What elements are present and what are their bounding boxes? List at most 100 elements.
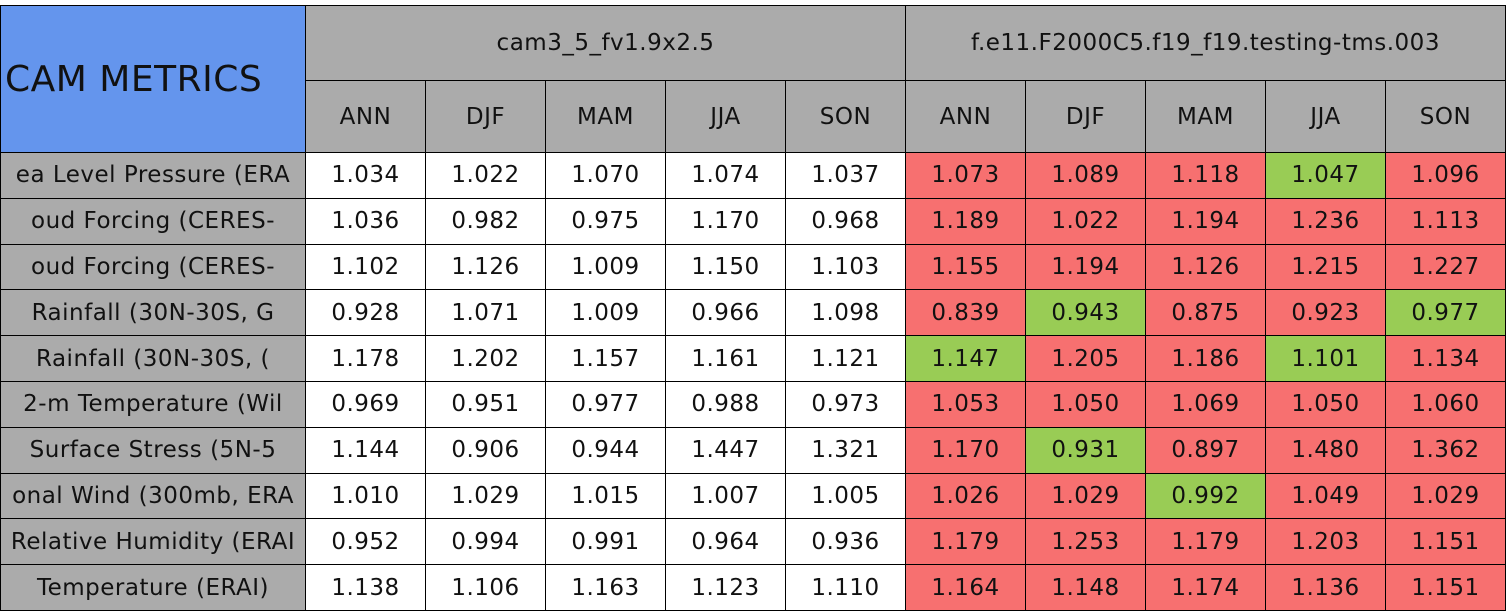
metric-value: 1.121	[785, 335, 906, 382]
metric-value: 1.026	[905, 472, 1026, 520]
group-header: f.e11.F2000C5.f19_f19.testing-tms.003	[905, 5, 1506, 81]
metric-value: 0.975	[545, 197, 666, 245]
season-header: MAM	[1145, 80, 1266, 153]
metric-value: 0.988	[665, 381, 786, 428]
metric-value: 1.170	[905, 426, 1026, 474]
metric-value: 1.010	[305, 472, 426, 520]
metric-value: 1.096	[1385, 152, 1506, 199]
metric-value: 1.009	[545, 243, 666, 291]
row-label: onal Wind (300mb, ERA	[0, 472, 306, 520]
metric-value: 1.194	[1145, 197, 1266, 245]
season-header: SON	[785, 80, 906, 153]
metric-value: 1.102	[305, 243, 426, 291]
metric-value: 1.170	[665, 197, 786, 245]
metric-value: 1.074	[665, 152, 786, 199]
metric-value: 1.126	[1145, 243, 1266, 291]
metric-value: 0.944	[545, 426, 666, 474]
row-label: Rainfall (30N-30S, (	[0, 335, 306, 382]
metric-value: 0.897	[1145, 426, 1266, 474]
row-label: Rainfall (30N-30S, G	[0, 289, 306, 337]
metric-value: 1.060	[1385, 381, 1506, 428]
metric-value: 1.047	[1265, 152, 1386, 199]
table-title: CAM METRICS	[0, 5, 306, 153]
metric-value: 1.118	[1145, 152, 1266, 199]
metric-value: 1.110	[785, 564, 906, 611]
metric-value: 1.103	[785, 243, 906, 291]
season-header: ANN	[305, 80, 426, 153]
metric-value: 0.973	[785, 381, 906, 428]
metric-value: 1.053	[905, 381, 1026, 428]
metric-value: 1.022	[425, 152, 546, 199]
metric-value: 1.144	[305, 426, 426, 474]
metric-value: 0.982	[425, 197, 546, 245]
metric-value: 1.123	[665, 564, 786, 611]
metric-value: 1.151	[1385, 518, 1506, 566]
row-label: Surface Stress (5N-5	[0, 426, 306, 474]
metric-value: 0.839	[905, 289, 1026, 337]
metric-value: 1.007	[665, 472, 786, 520]
metric-value: 1.073	[905, 152, 1026, 199]
metric-value: 1.480	[1265, 426, 1386, 474]
metric-value: 1.157	[545, 335, 666, 382]
metric-value: 0.977	[1385, 289, 1506, 337]
metric-value: 1.151	[1385, 564, 1506, 611]
metric-value: 0.943	[1025, 289, 1146, 337]
metric-value: 0.923	[1265, 289, 1386, 337]
metric-value: 1.161	[665, 335, 786, 382]
metric-value: 1.202	[425, 335, 546, 382]
metric-value: 0.928	[305, 289, 426, 337]
metric-value: 0.968	[785, 197, 906, 245]
season-header: DJF	[425, 80, 546, 153]
metric-value: 1.150	[665, 243, 786, 291]
metric-value: 1.178	[305, 335, 426, 382]
metric-value: 1.005	[785, 472, 906, 520]
metric-value: 1.134	[1385, 335, 1506, 382]
metric-value: 1.029	[1385, 472, 1506, 520]
metric-value: 0.991	[545, 518, 666, 566]
metric-value: 1.205	[1025, 335, 1146, 382]
metric-value: 0.951	[425, 381, 546, 428]
season-header: JJA	[665, 80, 786, 153]
row-label: Temperature (ERAI)	[0, 564, 306, 611]
metric-value: 1.009	[545, 289, 666, 337]
metric-value: 1.089	[1025, 152, 1146, 199]
metric-value: 1.362	[1385, 426, 1506, 474]
row-label: oud Forcing (CERES-	[0, 197, 306, 245]
season-header: JJA	[1265, 80, 1386, 153]
metric-value: 0.952	[305, 518, 426, 566]
metric-value: 1.174	[1145, 564, 1266, 611]
metric-value: 0.992	[1145, 472, 1266, 520]
metric-value: 0.906	[425, 426, 546, 474]
metric-value: 1.194	[1025, 243, 1146, 291]
metric-value: 1.022	[1025, 197, 1146, 245]
metric-value: 1.203	[1265, 518, 1386, 566]
metric-value: 1.126	[425, 243, 546, 291]
row-label: Relative Humidity (ERAI	[0, 518, 306, 566]
metric-value: 1.034	[305, 152, 426, 199]
metric-value: 0.875	[1145, 289, 1266, 337]
metric-value: 1.253	[1025, 518, 1146, 566]
metric-value: 1.070	[545, 152, 666, 199]
metric-value: 1.179	[905, 518, 1026, 566]
metric-value: 1.113	[1385, 197, 1506, 245]
metric-value: 1.321	[785, 426, 906, 474]
row-label: 2-m Temperature (Wil	[0, 381, 306, 428]
metric-value: 1.227	[1385, 243, 1506, 291]
metric-value: 0.969	[305, 381, 426, 428]
metric-value: 1.050	[1265, 381, 1386, 428]
metric-value: 0.964	[665, 518, 786, 566]
season-header: SON	[1385, 80, 1506, 153]
metric-value: 1.236	[1265, 197, 1386, 245]
metric-value: 1.136	[1265, 564, 1386, 611]
metric-value: 1.015	[545, 472, 666, 520]
row-label: oud Forcing (CERES-	[0, 243, 306, 291]
metric-value: 1.138	[305, 564, 426, 611]
metric-value: 0.966	[665, 289, 786, 337]
metric-value: 1.447	[665, 426, 786, 474]
metric-value: 0.931	[1025, 426, 1146, 474]
metric-value: 0.994	[425, 518, 546, 566]
metric-value: 1.148	[1025, 564, 1146, 611]
metric-value: 1.147	[905, 335, 1026, 382]
metric-value: 1.186	[1145, 335, 1266, 382]
